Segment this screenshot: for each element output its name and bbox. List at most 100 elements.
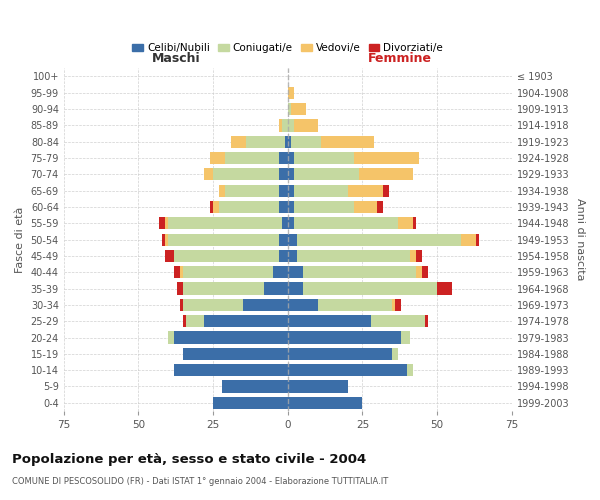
Bar — [347, 184, 383, 197]
Bar — [213, 168, 279, 180]
Bar — [288, 348, 392, 360]
Bar — [288, 282, 303, 294]
Bar — [166, 234, 169, 246]
Bar — [225, 152, 279, 164]
Bar — [169, 332, 175, 344]
Bar — [204, 315, 288, 328]
Text: Maschi: Maschi — [151, 52, 200, 65]
Bar — [303, 266, 416, 278]
Bar — [288, 234, 297, 246]
Bar — [294, 184, 347, 197]
Bar — [297, 250, 410, 262]
Bar — [175, 364, 288, 376]
Bar — [288, 364, 407, 376]
Bar — [279, 120, 282, 132]
Bar — [279, 201, 288, 213]
Bar — [288, 380, 347, 392]
Bar — [210, 152, 225, 164]
Bar — [183, 266, 273, 278]
Bar — [180, 266, 183, 278]
Text: Femmine: Femmine — [368, 52, 432, 65]
Bar — [413, 217, 416, 230]
Bar — [407, 364, 413, 376]
Bar — [183, 299, 243, 311]
Bar — [294, 152, 353, 164]
Bar — [213, 201, 219, 213]
Bar — [377, 201, 383, 213]
Y-axis label: Anni di nascita: Anni di nascita — [575, 198, 585, 281]
Bar — [282, 120, 288, 132]
Bar — [320, 136, 374, 148]
Bar — [204, 168, 213, 180]
Bar — [317, 299, 392, 311]
Bar — [288, 86, 294, 99]
Text: Popolazione per età, sesso e stato civile - 2004: Popolazione per età, sesso e stato civil… — [12, 452, 366, 466]
Bar — [222, 380, 288, 392]
Bar — [288, 266, 303, 278]
Bar — [243, 299, 288, 311]
Bar — [288, 103, 291, 115]
Legend: Celibi/Nubili, Coniugati/e, Vedovi/e, Divorziati/e: Celibi/Nubili, Coniugati/e, Vedovi/e, Di… — [128, 39, 448, 58]
Bar — [288, 299, 317, 311]
Bar — [288, 168, 294, 180]
Bar — [395, 299, 401, 311]
Bar — [437, 282, 452, 294]
Bar — [353, 201, 377, 213]
Bar — [279, 168, 288, 180]
Bar — [175, 266, 180, 278]
Bar — [291, 136, 320, 148]
Bar — [169, 217, 282, 230]
Bar — [225, 184, 279, 197]
Bar — [416, 250, 422, 262]
Bar — [353, 152, 419, 164]
Bar — [279, 234, 288, 246]
Bar — [303, 282, 437, 294]
Bar — [183, 315, 186, 328]
Bar — [213, 396, 288, 409]
Bar — [383, 184, 389, 197]
Bar — [177, 282, 183, 294]
Bar — [294, 120, 317, 132]
Bar — [288, 217, 294, 230]
Bar — [461, 234, 476, 246]
Bar — [294, 217, 398, 230]
Bar — [288, 315, 371, 328]
Bar — [279, 152, 288, 164]
Bar — [219, 201, 279, 213]
Bar — [279, 184, 288, 197]
Bar — [371, 315, 425, 328]
Y-axis label: Fasce di età: Fasce di età — [15, 206, 25, 273]
Text: COMUNE DI PESCOSOLIDO (FR) - Dati ISTAT 1° gennaio 2004 - Elaborazione TUTTITALI: COMUNE DI PESCOSOLIDO (FR) - Dati ISTAT … — [12, 478, 388, 486]
Bar — [246, 136, 285, 148]
Bar — [160, 217, 166, 230]
Bar — [294, 201, 353, 213]
Bar — [264, 282, 288, 294]
Bar — [175, 250, 279, 262]
Bar — [210, 201, 213, 213]
Bar — [288, 250, 297, 262]
Bar — [401, 332, 410, 344]
Bar — [476, 234, 479, 246]
Bar — [288, 396, 362, 409]
Bar — [169, 234, 279, 246]
Bar — [288, 201, 294, 213]
Bar — [288, 120, 294, 132]
Bar — [392, 348, 398, 360]
Bar — [282, 217, 288, 230]
Bar — [294, 168, 359, 180]
Bar — [410, 250, 416, 262]
Bar — [163, 234, 166, 246]
Bar — [186, 315, 204, 328]
Bar — [166, 217, 169, 230]
Bar — [219, 184, 225, 197]
Bar — [183, 348, 288, 360]
Bar — [285, 136, 288, 148]
Bar — [359, 168, 413, 180]
Bar — [297, 234, 461, 246]
Bar — [288, 184, 294, 197]
Bar — [273, 266, 288, 278]
Bar — [416, 266, 422, 278]
Bar — [422, 266, 428, 278]
Bar — [279, 250, 288, 262]
Bar — [183, 282, 264, 294]
